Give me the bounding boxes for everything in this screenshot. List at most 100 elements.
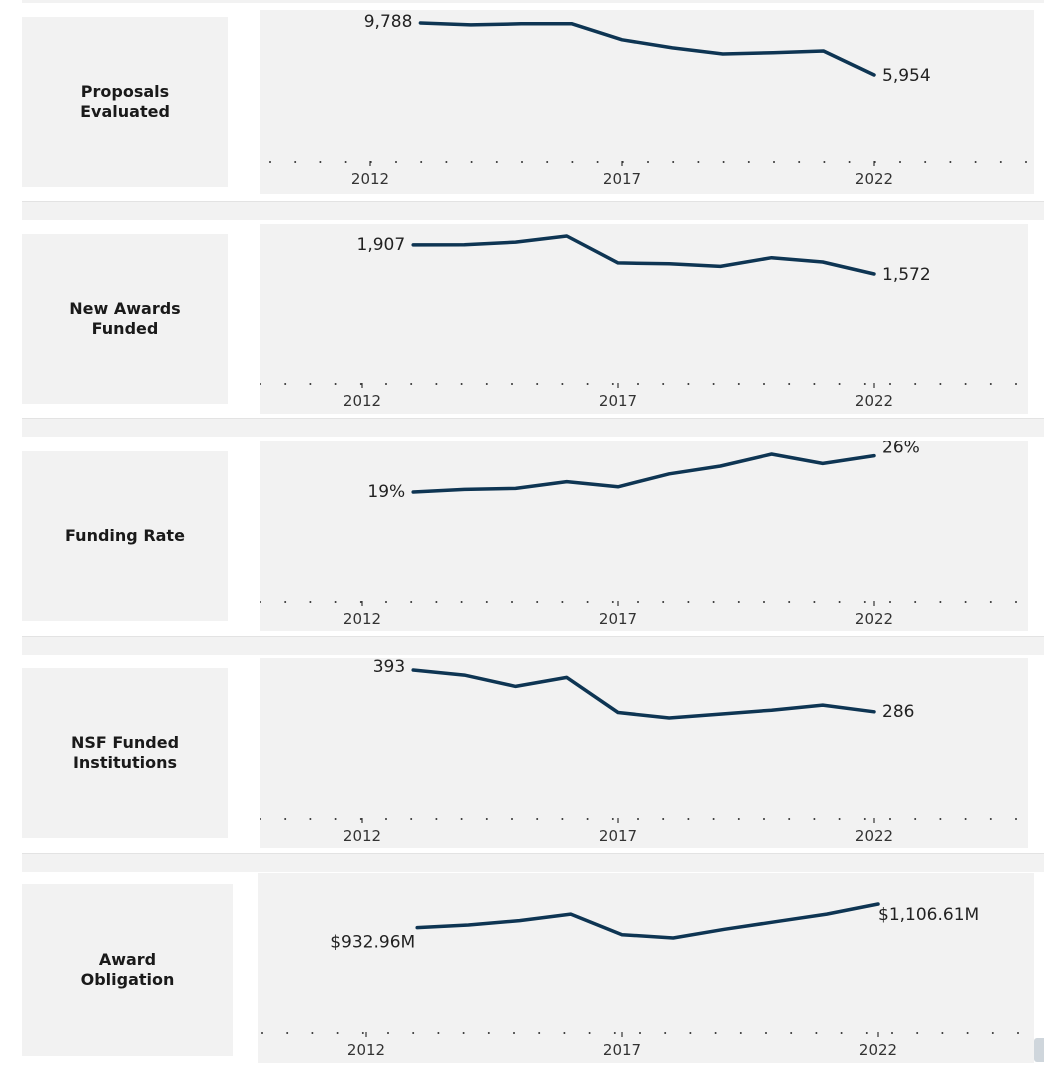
panel-separator [22,636,1044,655]
axis-dot [309,383,312,385]
top-strip [22,0,1044,3]
axis-dot [435,601,438,603]
x-tick-label: 2017 [599,827,637,845]
axis-dot [334,601,337,603]
axis-dot [637,601,639,603]
axis-dot [586,818,589,820]
line-chart: 2012 2017 2022 19% 26% [260,441,1017,628]
x-tick-label: 2012 [343,392,381,410]
metric-label: New Awards Funded [69,299,181,338]
axis-dot [586,383,589,385]
axis-dot [916,1032,919,1034]
axis-dot [420,161,423,163]
axis-dot [260,818,261,820]
metric-label-box: Award Obligation [22,884,233,1056]
axis-dot [319,161,322,163]
axis-dot [611,818,614,820]
axis-dot [596,161,599,163]
axis-dot [410,818,413,820]
axis-dot [924,161,927,163]
axis-dot [865,1032,868,1034]
axis-dot [999,161,1002,163]
axis-dot [989,601,992,603]
axis-dot [511,601,513,603]
first-value-label: 9,788 [364,12,413,32]
x-tick-label: 2012 [343,827,381,845]
axis-dot [639,1032,641,1034]
axis-dot [445,161,448,163]
axis-dot [763,601,765,603]
axis-dot [284,818,287,820]
axis-dot [838,601,841,603]
axis-dot [765,1032,767,1034]
metric-label: Award Obligation [80,950,175,989]
axis-dot [485,601,488,603]
axis-dot [798,161,801,163]
axis-dot [763,383,765,385]
x-tick-label: 2022 [855,170,893,188]
axis-dot [359,383,362,385]
axis-dot [269,161,271,163]
metric-label-box: NSF Funded Institutions [22,668,228,838]
x-tick-label: 2017 [603,170,641,188]
axis-dot [536,818,539,820]
axis-dot [941,1032,944,1034]
axis-dot [563,1032,566,1034]
axis-dot [561,383,564,385]
scroll-handle[interactable] [1034,1038,1044,1062]
axis-dot [311,1032,314,1034]
axis-dot [747,161,750,163]
axis-dot [309,601,312,603]
axis-dot [260,601,261,603]
last-value-label: 5,954 [882,66,931,86]
axis-dot [586,601,589,603]
axis-dot [637,818,639,820]
panel-separator [22,201,1044,220]
metric-label-box: Funding Rate [22,451,228,621]
axis-dot [790,1032,793,1034]
axis-dot [664,1032,667,1034]
axis-dot [588,1032,591,1034]
axis-dot [914,601,917,603]
first-value-label: 19% [367,482,405,502]
axis-dot [511,383,513,385]
axis-dot [336,1032,339,1034]
axis-dot [561,601,564,603]
axis-dot [334,383,337,385]
chart-panel: 2012 2017 2022 19% 26% [260,441,1028,631]
metric-label-box: Proposals Evaluated [22,17,228,187]
axis-dot [788,383,791,385]
axis-dot [939,818,942,820]
series-line [411,452,876,494]
first-value-label: 393 [373,658,405,677]
axis-dot [485,818,488,820]
last-value-label: 286 [882,702,914,722]
axis-dot [823,161,826,163]
axis-dot [344,161,347,163]
axis-dot [286,1032,289,1034]
axis-dot [838,818,841,820]
axis-dot [891,1032,893,1034]
axis-dot [561,818,564,820]
axis-dot [687,601,690,603]
axis-dot [1015,383,1017,385]
axis-dot [536,601,539,603]
axis-dot [974,161,977,163]
axis-dot [485,383,488,385]
axis-dot [991,1032,994,1034]
axis-dot [662,601,665,603]
axis-dot [460,818,463,820]
axis-dot [840,1032,843,1034]
x-tick-label: 2012 [351,170,389,188]
axis-dot [536,383,539,385]
first-value-label: $932.96M [330,933,415,953]
last-value-label: 1,572 [882,265,931,285]
axis-dot [521,161,523,163]
axis-dot [571,161,574,163]
axis-dot [412,1032,415,1034]
chart-panel: 2012 2017 2022 1,907 1,572 [260,224,1028,414]
axis-dot [462,1032,465,1034]
axis-dot [712,601,715,603]
series-line [415,902,880,940]
x-tick-label: 2022 [855,827,893,845]
